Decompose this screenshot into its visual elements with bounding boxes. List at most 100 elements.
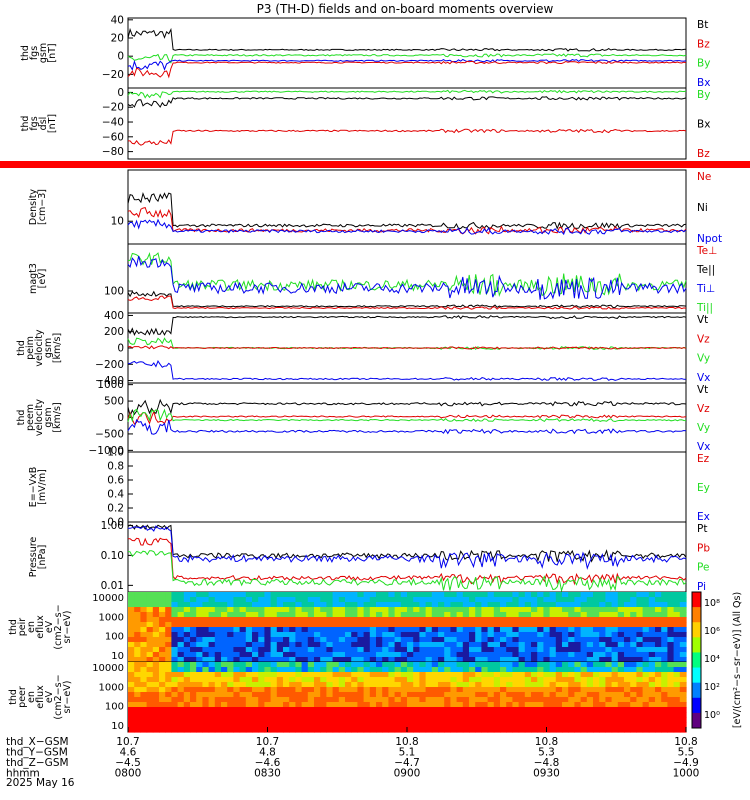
heatmap-cell	[128, 667, 135, 673]
heatmap-cell	[518, 652, 526, 658]
heatmap-cell	[506, 722, 513, 728]
heatmap-cell	[239, 707, 247, 713]
heatmap-cell	[605, 632, 613, 638]
heatmap-cell	[394, 727, 402, 733]
y-axis-label: sr−eV)	[62, 681, 73, 714]
heatmap-cell	[388, 592, 396, 598]
heatmap-cell	[586, 687, 594, 693]
heatmap-cell	[159, 597, 166, 603]
heatmap-cell	[413, 712, 420, 718]
heatmap-cell	[500, 607, 507, 613]
heatmap-cell	[636, 667, 644, 673]
heatmap-cell	[376, 727, 383, 733]
heatmap-cell	[444, 612, 451, 618]
heatmap-cell	[555, 707, 563, 713]
heatmap-cell	[326, 627, 334, 633]
heatmap-cell	[326, 622, 334, 628]
heatmap-cell	[462, 727, 470, 733]
heatmap-cell	[140, 637, 148, 643]
heatmap-cell	[252, 637, 259, 643]
heatmap-cell	[357, 637, 365, 643]
heatmap-cell	[239, 667, 247, 673]
heatmap-cell	[518, 607, 526, 613]
heatmap-cell	[512, 617, 520, 623]
heatmap-cell	[431, 592, 439, 598]
heatmap-cell	[245, 642, 253, 648]
heatmap-cell	[444, 637, 451, 643]
heatmap-cell	[624, 632, 631, 638]
y-tick-label: 10000	[92, 663, 124, 674]
y-axis-label: peir	[17, 618, 28, 637]
heatmap-cell	[351, 602, 358, 608]
heatmap-cell	[431, 722, 439, 728]
heatmap-cell	[283, 642, 290, 648]
heatmap-cell	[301, 652, 309, 658]
heatmap-cell	[444, 692, 451, 698]
heatmap-cell	[258, 657, 265, 663]
heatmap-cell	[258, 627, 265, 633]
heatmap-cell	[208, 702, 216, 708]
heatmap-cell	[661, 712, 668, 718]
heatmap-cell	[469, 662, 476, 668]
heatmap-cell	[345, 707, 352, 713]
heatmap-cell	[190, 607, 197, 613]
heatmap-cell	[326, 617, 334, 623]
heatmap-cell	[481, 592, 489, 598]
heatmap-cell	[221, 682, 228, 688]
heatmap-cell	[586, 612, 594, 618]
heatmap-cell	[562, 722, 569, 728]
heatmap-cell	[493, 667, 501, 673]
heatmap-cell	[289, 697, 296, 703]
heatmap-cell	[171, 677, 179, 683]
heatmap-cell	[481, 727, 489, 733]
heatmap-cell	[301, 632, 309, 638]
heatmap-cell	[307, 707, 315, 713]
heatmap-cell	[407, 597, 414, 603]
heatmap-cell	[586, 677, 594, 683]
heatmap-cell	[655, 667, 662, 673]
heatmap-cell	[506, 667, 513, 673]
heatmap-cell	[593, 592, 600, 598]
heatmap-cell	[562, 692, 569, 698]
heatmap-cell	[307, 652, 315, 658]
heatmap-cell	[283, 612, 290, 618]
heatmap-cell	[667, 717, 675, 723]
heatmap-cell	[400, 607, 408, 613]
heatmap-cell	[431, 717, 439, 723]
heatmap-cell	[363, 712, 371, 718]
heatmap-cell	[518, 657, 526, 663]
heatmap-cell	[512, 687, 520, 693]
heatmap-cell	[531, 622, 538, 628]
heatmap-cell	[196, 682, 203, 688]
heatmap-cell	[506, 712, 513, 718]
heatmap-cell	[214, 652, 222, 658]
heatmap-cell	[183, 617, 191, 623]
heatmap-cell	[233, 617, 241, 623]
heatmap-cell	[295, 622, 303, 628]
heatmap-cell	[171, 722, 179, 728]
heatmap-cell	[276, 627, 284, 633]
heatmap-cell	[648, 672, 656, 678]
heatmap-cell	[152, 697, 160, 703]
heatmap-cell	[481, 637, 489, 643]
heatmap-cell	[338, 677, 346, 683]
heatmap-cell	[270, 657, 278, 663]
heatmap-cell	[314, 692, 321, 698]
heatmap-cell	[599, 707, 606, 713]
heatmap-cell	[562, 687, 569, 693]
heatmap-cell	[196, 642, 203, 648]
heatmap-cell	[202, 627, 210, 633]
heatmap-cell	[307, 602, 315, 608]
heatmap-cell	[400, 667, 408, 673]
heatmap-cell	[177, 702, 185, 708]
panel-peer-spec: thdpeerenefluxeV(cm2−s−sr−eV)10000100010…	[8, 661, 687, 733]
heatmap-cell	[543, 707, 551, 713]
colorbar-swatch	[692, 697, 701, 714]
heatmap-cell	[376, 632, 383, 638]
heatmap-cell	[165, 722, 172, 728]
heatmap-cell	[599, 717, 606, 723]
heatmap-cell	[152, 642, 160, 648]
heatmap-cell	[679, 712, 687, 718]
heatmap-cell	[202, 607, 210, 613]
heatmap-cell	[357, 642, 365, 648]
